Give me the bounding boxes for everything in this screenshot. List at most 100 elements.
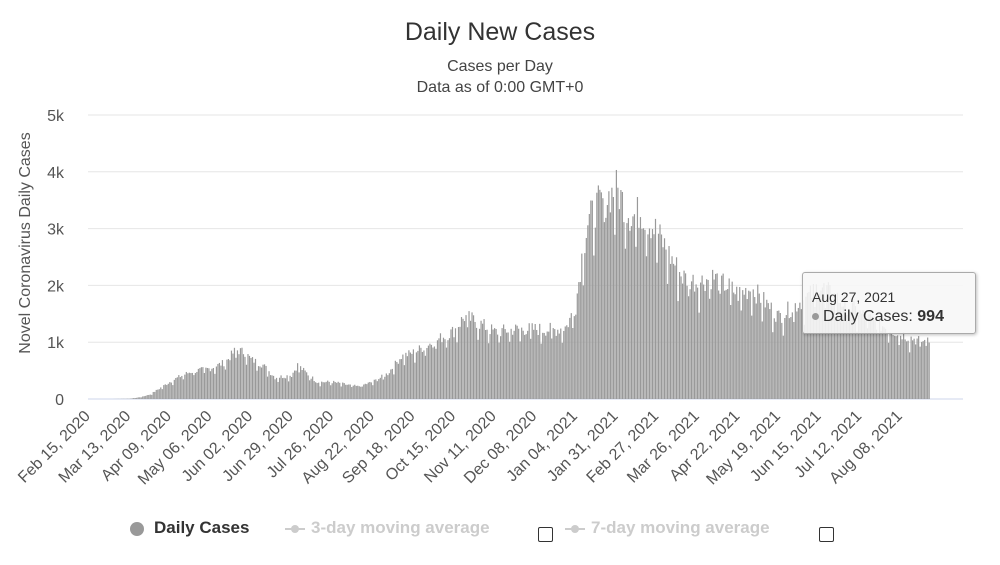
bar[interactable] bbox=[487, 343, 490, 399]
bar[interactable] bbox=[417, 350, 419, 399]
bar[interactable] bbox=[292, 372, 294, 399]
bar[interactable] bbox=[903, 332, 905, 399]
bar[interactable] bbox=[442, 337, 445, 399]
bar[interactable] bbox=[275, 377, 278, 399]
bar[interactable] bbox=[254, 358, 257, 399]
bar[interactable] bbox=[522, 330, 524, 399]
bar[interactable] bbox=[925, 345, 927, 399]
bar[interactable] bbox=[463, 321, 466, 399]
bar[interactable] bbox=[334, 382, 336, 399]
bar[interactable] bbox=[620, 190, 622, 399]
bar[interactable] bbox=[851, 302, 854, 399]
bar[interactable] bbox=[131, 398, 133, 399]
bar[interactable] bbox=[761, 321, 763, 399]
bar[interactable] bbox=[821, 287, 824, 399]
bar[interactable] bbox=[251, 357, 254, 399]
bar[interactable] bbox=[728, 278, 730, 399]
bar[interactable] bbox=[857, 315, 860, 399]
bar[interactable] bbox=[209, 371, 211, 399]
bar[interactable] bbox=[447, 340, 449, 399]
bar[interactable] bbox=[387, 375, 389, 399]
bar[interactable] bbox=[170, 382, 172, 399]
bar[interactable] bbox=[433, 346, 436, 399]
bar[interactable] bbox=[390, 369, 392, 399]
bar[interactable] bbox=[286, 375, 288, 399]
bar[interactable] bbox=[674, 265, 676, 399]
bar[interactable] bbox=[878, 317, 881, 399]
bar[interactable] bbox=[734, 294, 736, 399]
bar[interactable] bbox=[617, 187, 619, 399]
bar[interactable] bbox=[498, 342, 500, 399]
bar[interactable] bbox=[545, 335, 547, 399]
bar[interactable] bbox=[900, 335, 902, 399]
bar[interactable] bbox=[169, 382, 171, 399]
bar[interactable] bbox=[399, 359, 401, 399]
bar[interactable] bbox=[515, 324, 517, 399]
bar[interactable] bbox=[534, 324, 536, 399]
bar[interactable] bbox=[492, 329, 494, 399]
bar[interactable] bbox=[775, 321, 777, 399]
bar[interactable] bbox=[677, 301, 679, 399]
bar[interactable] bbox=[187, 373, 189, 399]
bar[interactable] bbox=[721, 275, 723, 399]
bar[interactable] bbox=[173, 379, 175, 399]
bar[interactable] bbox=[355, 385, 357, 399]
bar[interactable] bbox=[197, 368, 199, 399]
bar[interactable] bbox=[512, 334, 514, 399]
bar[interactable] bbox=[862, 310, 864, 399]
bar[interactable] bbox=[381, 374, 383, 399]
bar[interactable] bbox=[349, 384, 351, 399]
bar[interactable] bbox=[557, 329, 559, 399]
bar[interactable] bbox=[650, 238, 652, 399]
bar[interactable] bbox=[921, 341, 923, 399]
bar[interactable] bbox=[760, 302, 762, 399]
bar[interactable] bbox=[918, 336, 920, 399]
bar[interactable] bbox=[645, 256, 648, 399]
bar[interactable] bbox=[710, 289, 712, 399]
bar[interactable] bbox=[262, 364, 264, 399]
bar[interactable] bbox=[309, 380, 311, 399]
bar[interactable] bbox=[438, 338, 440, 399]
bar[interactable] bbox=[521, 327, 523, 399]
bar[interactable] bbox=[874, 320, 876, 399]
bar[interactable] bbox=[142, 396, 144, 399]
bar[interactable] bbox=[208, 368, 210, 399]
bar[interactable] bbox=[872, 318, 875, 399]
bar[interactable] bbox=[654, 218, 657, 399]
bar[interactable] bbox=[256, 370, 258, 399]
bar[interactable] bbox=[525, 334, 527, 399]
bar[interactable] bbox=[232, 353, 234, 399]
bar[interactable] bbox=[608, 191, 610, 399]
bar[interactable] bbox=[361, 386, 363, 399]
bar[interactable] bbox=[507, 332, 509, 399]
bar[interactable] bbox=[269, 375, 272, 399]
bar[interactable] bbox=[190, 373, 192, 399]
bar[interactable] bbox=[848, 310, 851, 399]
bar[interactable] bbox=[865, 320, 867, 399]
bar[interactable] bbox=[746, 299, 748, 399]
bar[interactable] bbox=[540, 343, 542, 399]
bar[interactable] bbox=[928, 342, 930, 399]
bar[interactable] bbox=[513, 330, 515, 399]
bar[interactable] bbox=[578, 282, 580, 399]
bar[interactable] bbox=[838, 302, 840, 399]
bar[interactable] bbox=[889, 332, 891, 399]
bar[interactable] bbox=[483, 319, 485, 399]
bar[interactable] bbox=[745, 287, 747, 399]
bar[interactable] bbox=[295, 370, 297, 399]
bar[interactable] bbox=[214, 373, 216, 399]
bar[interactable] bbox=[291, 377, 293, 399]
bar[interactable] bbox=[916, 338, 918, 399]
bar[interactable] bbox=[158, 389, 160, 399]
bar[interactable] bbox=[459, 326, 461, 399]
bar[interactable] bbox=[203, 372, 205, 399]
bar[interactable] bbox=[898, 345, 900, 399]
bar[interactable] bbox=[524, 334, 526, 399]
bar[interactable] bbox=[784, 318, 786, 399]
bar[interactable] bbox=[439, 333, 442, 399]
bar[interactable] bbox=[373, 379, 375, 399]
bar[interactable] bbox=[841, 306, 843, 399]
bar[interactable] bbox=[477, 339, 479, 399]
bar[interactable] bbox=[895, 336, 897, 399]
bar[interactable] bbox=[543, 332, 545, 399]
